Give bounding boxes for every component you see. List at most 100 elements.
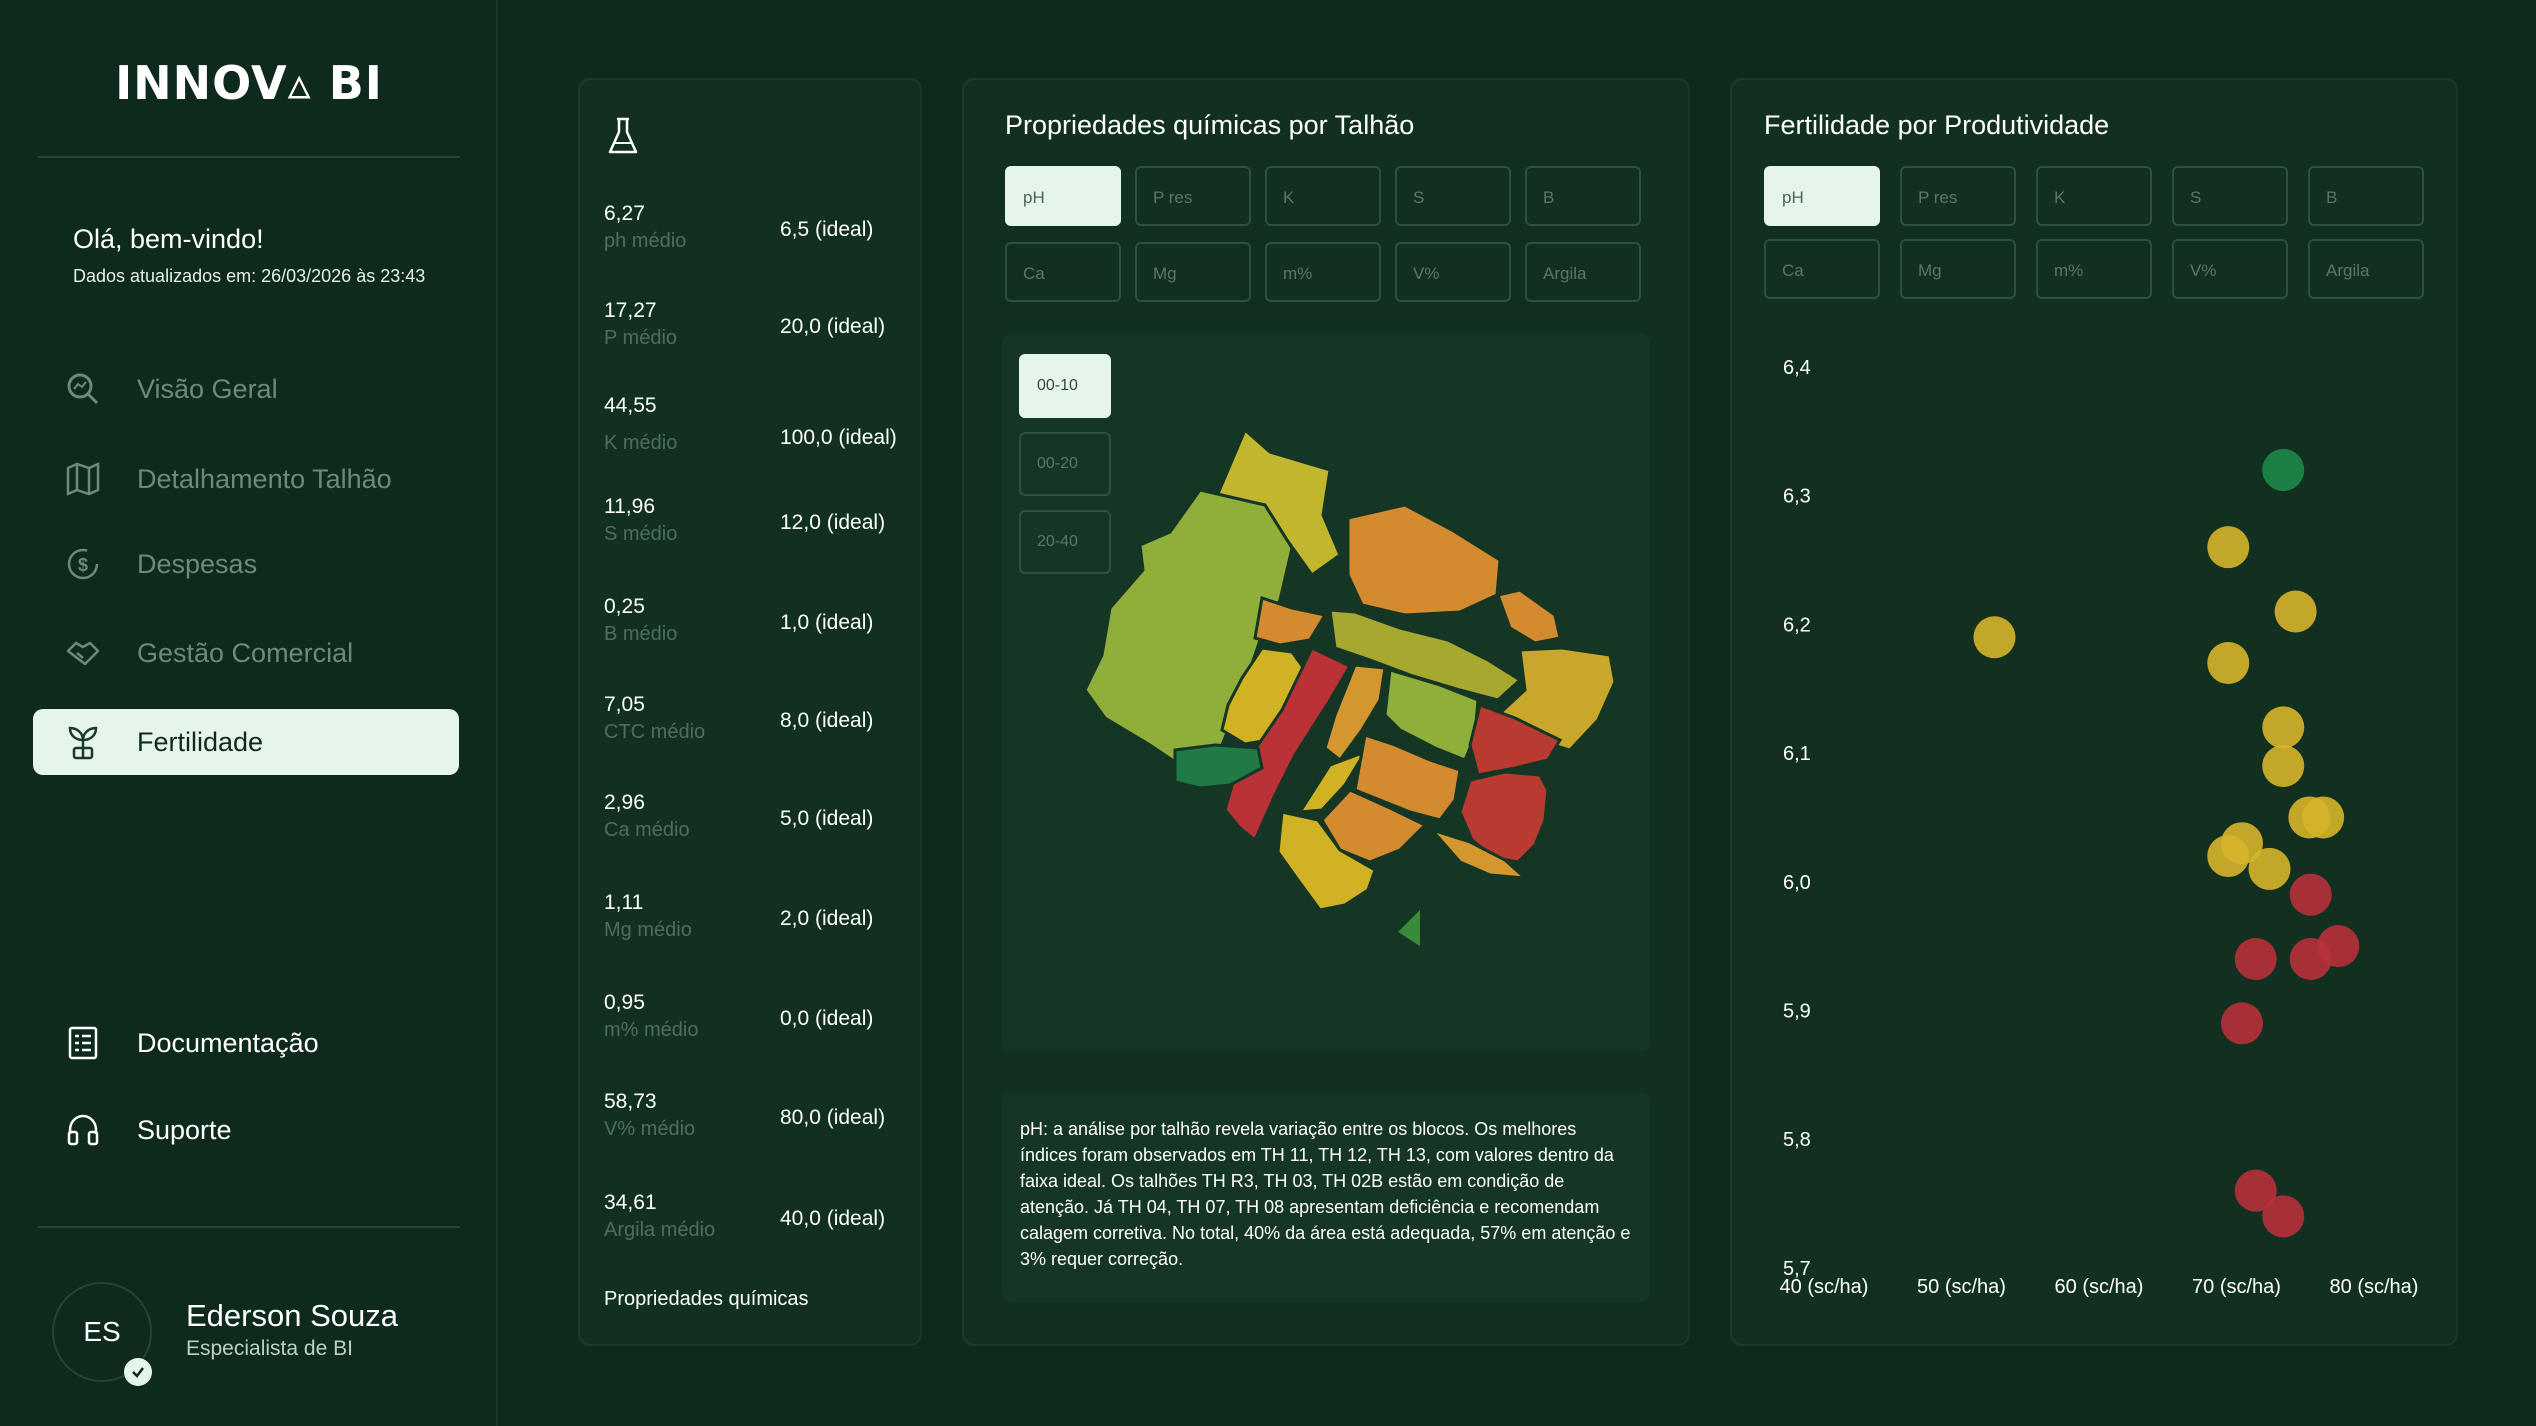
app-logo: INNOV▵ BI (115, 56, 383, 110)
property-value: 7,05 (604, 693, 645, 716)
depth-button-20-40[interactable]: 20-40 (1019, 510, 1111, 574)
property-value: 17,27 (604, 299, 657, 322)
plot-west-green[interactable] (1083, 488, 1294, 772)
nav-fertilidade[interactable]: Fertilidade (33, 709, 459, 775)
verified-check-icon (124, 1358, 152, 1386)
nav-documentacao[interactable]: Documentação (33, 1010, 459, 1076)
property-label: m% médio (604, 1019, 699, 1041)
property-ideal: 80,0 (ideal) (780, 1106, 886, 1129)
property-ideal: 2,0 (ideal) (780, 907, 874, 930)
property-ideal: 12,0 (ideal) (780, 511, 886, 534)
talhao-filter-button-ca[interactable]: Ca (1005, 242, 1121, 302)
nav-label: Visão Geral (137, 373, 278, 404)
nav-visao-geral[interactable]: Visão Geral (33, 356, 459, 422)
property-row: 58,73 V% médio 80,0 (ideal) (604, 1090, 904, 1160)
fert-filter-button-k[interactable]: K (2036, 166, 2152, 226)
property-label: Mg médio (604, 919, 692, 941)
dollar-cycle-icon: $ (63, 544, 103, 584)
property-label: CTC médio (604, 721, 706, 743)
plot-dark-green[interactable] (1173, 743, 1264, 790)
nav-suporte[interactable]: Suporte (33, 1097, 459, 1163)
depth-button-00-20[interactable]: 00-20 (1019, 432, 1111, 496)
nav-label: Gestão Comercial (137, 637, 354, 668)
field-map-svg (1083, 427, 1617, 946)
talhao-filter-button-pres[interactable]: P res (1135, 166, 1251, 226)
field-map: 00-10 00-20 20-40 (1002, 334, 1650, 1052)
property-ideal: 5,0 (ideal) (780, 807, 874, 830)
depth-button-00-10[interactable]: 00-10 (1019, 354, 1111, 418)
plot-ne-orange[interactable] (1346, 503, 1502, 617)
plot-far-ne-orange[interactable] (1496, 588, 1562, 645)
fert-filter-button-ca[interactable]: Ca (1764, 239, 1880, 299)
fert-filter-button-mg[interactable]: Mg (1900, 239, 2016, 299)
plot-se-red[interactable] (1458, 770, 1550, 864)
document-icon (63, 1023, 103, 1063)
property-label: S médio (604, 523, 678, 545)
property-row: 0,95 m% médio 0,0 (ideal) (604, 991, 904, 1061)
property-label: B médio (604, 623, 678, 645)
property-label: P médio (604, 327, 678, 349)
property-value: 6,27 (604, 202, 645, 225)
talhao-filter-button-v[interactable]: V% (1395, 242, 1511, 302)
map-icon (63, 459, 103, 499)
avatar-initials: ES (83, 1316, 121, 1347)
plot-mid-east-green[interactable] (1383, 668, 1480, 762)
talhao-filter-button-k[interactable]: K (1265, 166, 1381, 226)
divider (38, 156, 460, 158)
property-value: 34,61 (604, 1191, 657, 1214)
property-value: 0,25 (604, 595, 645, 618)
talhao-filter-button-s[interactable]: S (1395, 166, 1511, 226)
nav-detalhamento-talhao[interactable]: Detalhamento Talhão (33, 446, 459, 512)
nav-despesas[interactable]: $ Despesas (33, 531, 459, 597)
fert-filter-button-m[interactable]: m% (2036, 239, 2152, 299)
talhao-filter-button-mg[interactable]: Mg (1135, 242, 1251, 302)
plot-diagonal-red[interactable] (1223, 646, 1353, 843)
property-ideal: 100,0 (ideal) (780, 426, 897, 449)
talhao-filter-button-m[interactable]: m% (1265, 242, 1381, 302)
property-row: 1,11 Mg médio 2,0 (ideal) (604, 891, 904, 961)
fert-filter-button-pres[interactable]: P res (1900, 166, 2016, 226)
talhao-filter-button-argila[interactable]: Argila (1525, 242, 1641, 302)
plot-south-orange[interactable] (1353, 733, 1462, 822)
user-name: Ederson Souza (186, 1298, 398, 1333)
property-row: 0,25 B médio 1,0 (ideal) (604, 595, 904, 665)
property-value: 44,55 (604, 394, 657, 417)
plot-mid-belt-green[interactable] (1328, 608, 1523, 702)
talhao-filter-button-ph[interactable]: pH (1005, 166, 1121, 226)
fert-filter-button-s[interactable]: S (2172, 166, 2288, 226)
nav-gestao-comercial[interactable]: Gestão Comercial (33, 620, 459, 686)
sidebar: INNOV▵ BI Olá, bem-vindo! Dados atualiza… (0, 0, 498, 1426)
plot-ss-orange[interactable] (1320, 788, 1428, 864)
headset-icon (63, 1110, 103, 1150)
plot-mid-orange[interactable] (1253, 596, 1328, 647)
fert-filter-button-argila[interactable]: Argila (2308, 239, 2424, 299)
plot-stripe-orange[interactable] (1323, 663, 1387, 763)
property-row: 2,96 Ca médio 5,0 (ideal) (604, 791, 904, 861)
talhao-filter-button-b[interactable]: B (1525, 166, 1641, 226)
property-label: K médio (604, 432, 678, 454)
property-row: 6,27 ph médio 6,5 (ideal) (604, 202, 904, 272)
fert-filter-button-ph[interactable]: pH (1764, 166, 1880, 226)
fert-filter-button-v[interactable]: V% (2172, 239, 2288, 299)
plot-mid-east-red[interactable] (1468, 703, 1563, 777)
plot-sliver-orange[interactable] (1427, 826, 1530, 880)
property-ideal: 20,0 (ideal) (780, 315, 886, 338)
property-value: 1,11 (604, 891, 644, 914)
fert-filter-button-b[interactable]: B (2308, 166, 2424, 226)
properties-footer: Propriedades químicas (604, 1288, 809, 1310)
plot-s-yellow[interactable] (1276, 810, 1377, 912)
welcome-text: Olá, bem-vindo! (73, 224, 264, 254)
property-ideal: 1,0 (ideal) (780, 611, 874, 634)
updated-text: Dados atualizados em: 26/03/2026 às 23:4… (73, 266, 426, 286)
properties-panel: 6,27 ph médio 6,5 (ideal) 17,27 P médio 20,0 … (578, 78, 922, 1346)
user-role: Especialista de BI (186, 1337, 353, 1360)
property-label: V% médio (604, 1118, 696, 1140)
property-label: ph médio (604, 230, 687, 252)
nav-label: Detalhamento Talhão (137, 463, 392, 494)
nav-label: Despesas (137, 548, 258, 579)
property-value: 11,96 (604, 495, 655, 518)
analysis-text: pH: a análise por talhão revela variação… (1002, 1092, 1650, 1302)
plot-south-yellow[interactable] (1297, 749, 1369, 814)
property-value: 2,96 (604, 791, 645, 814)
property-label: Argila médio (604, 1219, 716, 1241)
